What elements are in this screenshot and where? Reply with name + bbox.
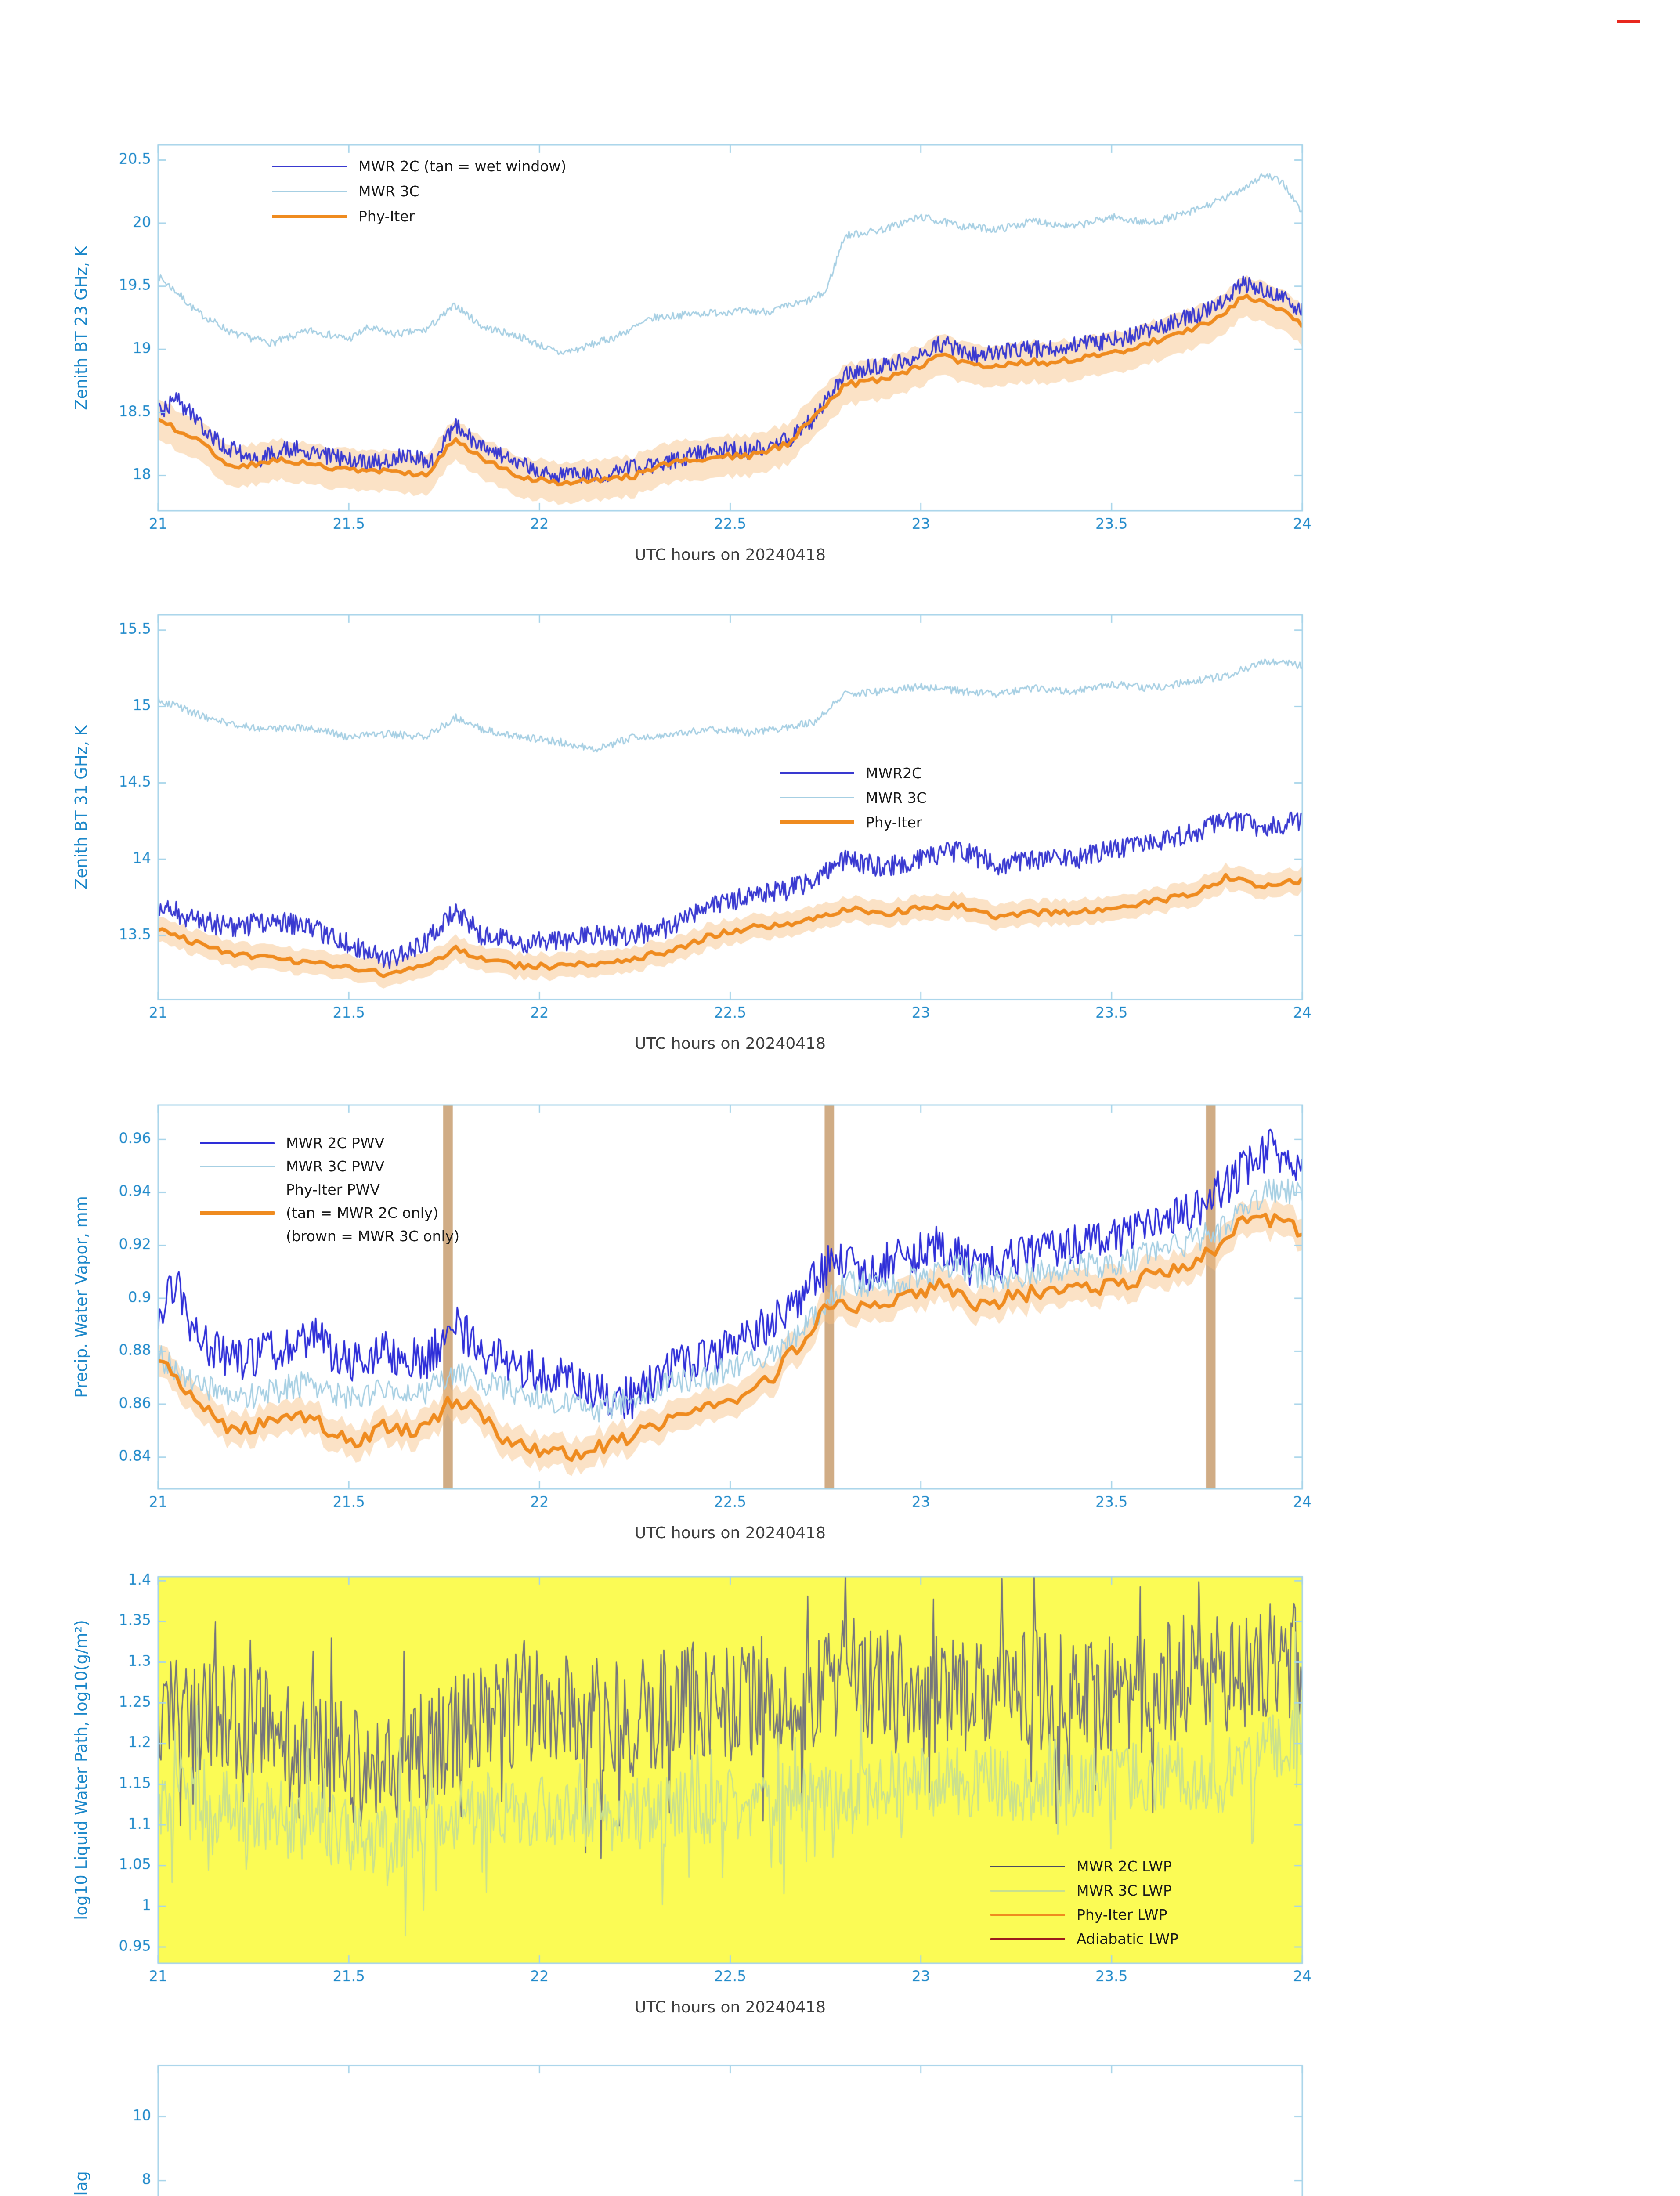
plot-canvas-dq-flag (0, 2013, 1370, 2196)
legend-label: MWR 2C PWV (286, 1134, 385, 1152)
legend-label: MWR 3C (866, 789, 927, 806)
y-axis-label: Zenith BT 31 GHz, K (72, 725, 91, 889)
legend-row: MWR 2C LWP (990, 1854, 1178, 1878)
legend-row: MWR 2C (tan = wet window) (272, 154, 566, 179)
y-axis-label: Zenith BT 23 GHz, K (72, 246, 91, 410)
legend-line-sample (200, 1142, 275, 1144)
legend-line-sample (780, 772, 854, 774)
legend-label: Phy-Iter (866, 813, 922, 831)
y-axis-label: log10 Liquid Water Path, log10(g/m²) (72, 1620, 91, 1920)
top-right-mark (1617, 20, 1640, 23)
legend-line-sample (990, 1938, 1065, 1940)
legend-label: MWR 3C PWV (286, 1158, 385, 1175)
plot-canvas-bt31 (0, 562, 1370, 1079)
legend-line-sample (272, 165, 347, 167)
panel-liquid-water-path: log10 Liquid Water Path, log10(g/m²) UTC… (0, 1524, 1680, 2042)
y-axis-label: MWR Phy Iter DQ Flag (72, 2171, 91, 2196)
panel-precip-water-vapor: Precip. Water Vapor, mm UTC hours on 202… (0, 1052, 1680, 1568)
legend-label: Adiabatic LWP (1077, 1930, 1179, 1947)
legend-line-sample (272, 190, 347, 192)
plot-canvas-bt23 (0, 92, 1370, 590)
y-axis-label: Precip. Water Vapor, mm (72, 1196, 91, 1398)
legend-row: MWR 3C (780, 785, 927, 810)
legend-row: MWR 3C PWV (200, 1155, 459, 1178)
x-axis-label: UTC hours on 20240418 (635, 546, 826, 564)
legend: MWR 2C PWV MWR 3C PWV Phy-Iter PWV (tan … (200, 1131, 459, 1248)
legend-row: Phy-Iter PWV (200, 1178, 459, 1201)
legend-label: MWR 2C LWP (1077, 1858, 1172, 1875)
legend-row: Phy-Iter (780, 810, 927, 834)
legend-label: Phy-Iter (358, 208, 415, 225)
legend-line-sample (990, 1865, 1065, 1867)
legend-row: Phy-Iter (272, 204, 566, 229)
legend-line-sample (990, 1914, 1065, 1916)
legend-label: MWR2C (866, 764, 922, 782)
legend-label: Phy-Iter LWP (1077, 1906, 1167, 1923)
legend-row: MWR 3C LWP (990, 1878, 1178, 1903)
plot-canvas-pwv (0, 1052, 1370, 1568)
legend-row: (brown = MWR 3C only) (200, 1224, 459, 1248)
legend-line-sample (780, 797, 854, 798)
x-axis-label: UTC hours on 20240418 (635, 1524, 826, 1542)
legend-row: MWR2C (780, 761, 927, 785)
panel-zenith-bt-23ghz: Zenith BT 23 GHz, K UTC hours on 2024041… (0, 92, 1680, 590)
panel-dq-flag: MWR Phy Iter DQ Flag UTC hours on 202404… (0, 2013, 1680, 2196)
legend-row: Phy-Iter LWP (990, 1903, 1178, 1927)
legend-line-sample (200, 1165, 275, 1167)
x-axis-label: UTC hours on 20240418 (635, 1035, 826, 1053)
legend-label: (brown = MWR 3C only) (286, 1228, 460, 1245)
panel-zenith-bt-31ghz: Zenith BT 31 GHz, K UTC hours on 2024041… (0, 562, 1680, 1079)
legend-line-sample (780, 820, 854, 824)
legend-line-sample (272, 214, 347, 218)
plot-canvas-lwp (0, 1524, 1370, 2042)
legend-row: Adiabatic LWP (990, 1927, 1178, 1951)
legend-label: Phy-Iter PWV (286, 1181, 380, 1198)
legend: MWR 2C LWP MWR 3C LWP Phy-Iter LWP Adiab… (990, 1854, 1178, 1951)
legend-row: (tan = MWR 2C only) (200, 1201, 459, 1224)
legend-label: (tan = MWR 2C only) (286, 1204, 439, 1221)
legend-label: MWR 3C (358, 183, 419, 200)
legend-label: MWR 2C (tan = wet window) (358, 158, 567, 175)
legend-row: MWR 3C (272, 179, 566, 204)
legend-line-sample (990, 1889, 1065, 1892)
legend-row: MWR 2C PWV (200, 1131, 459, 1155)
legend-line-sample (200, 1211, 275, 1215)
legend: MWR2C MWR 3C Phy-Iter (775, 759, 931, 836)
legend-label: MWR 3C LWP (1077, 1882, 1172, 1899)
legend: MWR 2C (tan = wet window) MWR 3C Phy-Ite… (272, 154, 566, 229)
x-axis-label: UTC hours on 20240418 (635, 1998, 826, 2016)
